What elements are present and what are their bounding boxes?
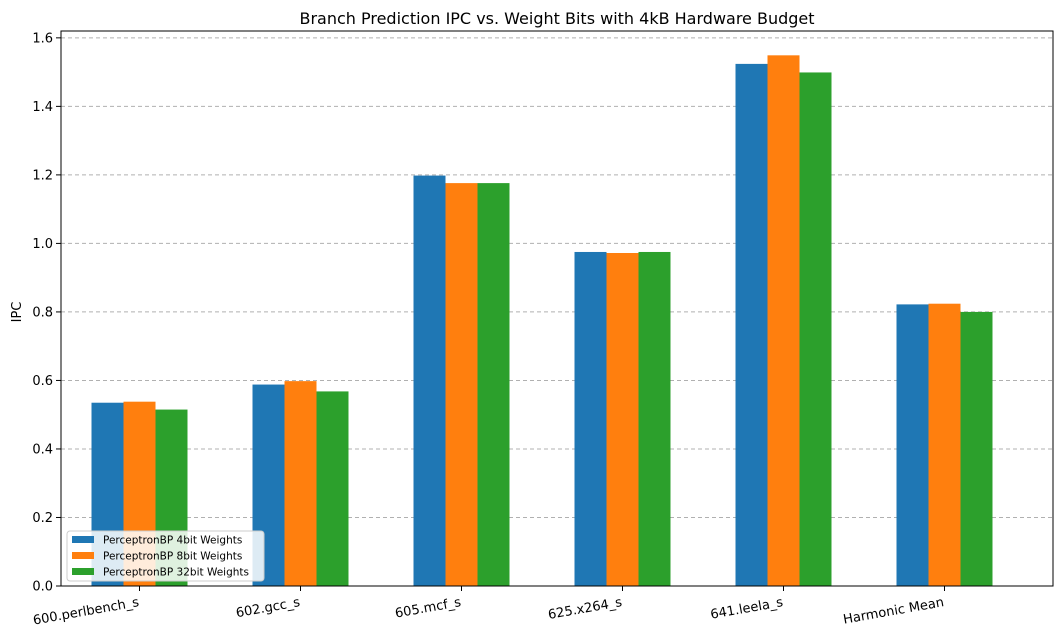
bar [799,72,832,586]
bar [767,55,800,586]
bar [896,304,929,586]
x-tick-label: 600.perlbench_s [32,595,140,628]
y-tick-label: 1.2 [32,168,53,183]
bars [91,55,993,586]
y-tick-label: 0.4 [32,442,53,457]
bar [735,63,768,586]
y-tick-label: 1.0 [32,237,53,252]
chart-title: Branch Prediction IPC vs. Weight Bits wi… [299,9,814,28]
legend-swatch [72,552,94,559]
bar [606,253,639,586]
bar [574,251,607,586]
bar [316,391,349,586]
y-tick-label: 1.4 [32,100,53,115]
x-tick-label: 605.mcf_s [394,595,462,621]
bar [638,251,671,586]
bar [960,311,993,586]
plot-frame [60,30,1054,587]
y-tick-label: 0.0 [32,580,53,595]
bar [284,381,317,586]
y-tick-label: 0.2 [32,511,53,526]
bar [445,183,478,586]
legend-label: PerceptronBP 32bit Weights [103,567,249,579]
y-tick-label: 0.6 [32,374,53,389]
grid [61,37,1053,518]
bar [477,183,510,586]
x-tick-label: 602.gcc_s [235,595,302,621]
legend-label: PerceptronBP 4bit Weights [103,535,242,547]
bar [413,175,446,586]
x-tick-label: 641.leela_s [709,595,784,623]
legend-box [66,530,265,582]
legend-swatch [72,536,94,543]
bar [928,303,961,586]
y-axis-label: IPC [10,302,25,323]
x-axis: 600.perlbench_s 602.gcc_s 605.mcf_s 625.x26… [32,586,945,629]
x-tick-label: 625.x264_s [547,595,623,623]
y-axis: 0.0 0.2 0.4 0.6 0.8 1.0 1.2 1.4 1.6 [32,31,61,595]
legend-label: PerceptronBP 8bit Weights [103,551,242,563]
y-tick-label: 1.6 [32,31,53,46]
legend-swatch [72,568,94,575]
x-tick-label: Harmonic Mean [842,595,945,627]
legend: PerceptronBP 4bit Weights PerceptronBP 8b… [66,530,265,582]
y-tick-label: 0.8 [32,305,53,320]
